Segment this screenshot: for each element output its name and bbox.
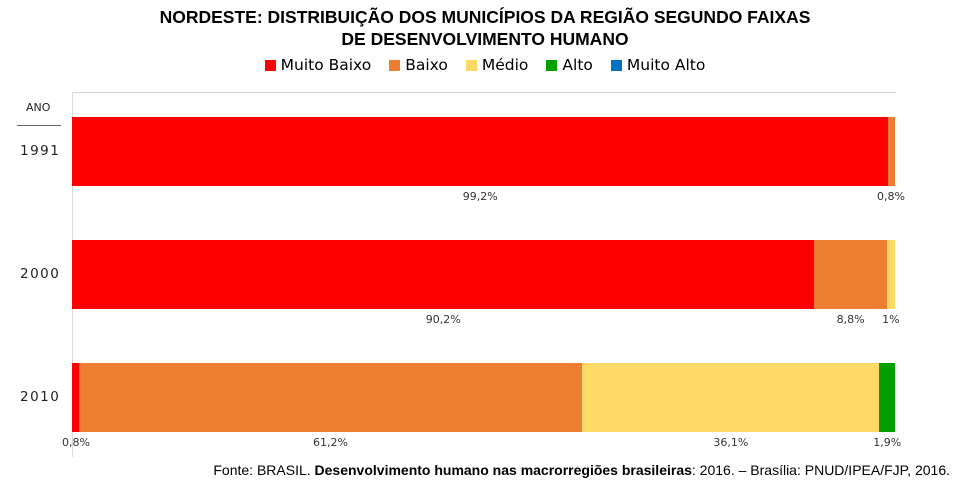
data-label: 99,2%: [462, 190, 498, 203]
bar-2000: [72, 240, 895, 309]
legend-item: Alto: [546, 56, 593, 74]
legend-label: Alto: [562, 56, 593, 74]
bar-segment-baixo: [78, 363, 583, 432]
y-axis-label: ANO: [26, 101, 51, 114]
legend-item: Muito Baixo: [264, 56, 372, 74]
legend-swatch: [546, 59, 558, 71]
data-label: 0,8%: [877, 190, 905, 203]
legend-label: Médio: [481, 56, 529, 74]
bar-1991: [72, 117, 895, 186]
y-axis-label-underline: [17, 125, 61, 126]
data-label: 36,1%: [713, 436, 749, 449]
data-label: 90,2%: [425, 313, 461, 326]
bar-segment-muito-baixo: [72, 117, 889, 186]
data-label: 0,8%: [62, 436, 90, 449]
data-label: 8,8%: [836, 313, 865, 326]
bar-segment-muito-baixo: [72, 363, 79, 432]
legend-swatch: [389, 59, 401, 71]
bar-segment-médio: [582, 363, 880, 432]
legend-label: Baixo: [405, 56, 448, 74]
chart-title-line2: DE DESENVOLVIMENTO HUMANO: [341, 29, 629, 49]
bar-segment-baixo: [814, 240, 887, 309]
bar-segment-alto: [879, 363, 895, 432]
legend-item: Baixo: [389, 56, 448, 74]
source-note: Fonte: BRASIL. Desenvolvimento humano na…: [0, 462, 950, 478]
chart-title-line1: NORDESTE: DISTRIBUIÇÃO DOS MUNICÍPIOS DA…: [159, 7, 811, 27]
legend-item: Médio: [465, 56, 529, 74]
source-prefix: Fonte: BRASIL.: [213, 462, 315, 478]
source-suffix: : 2016. – Brasília: PNUD/IPEA/FJP, 2016.: [691, 462, 950, 478]
legend-swatch: [610, 59, 622, 71]
legend: Muito Baixo Baixo Médio Alto Muito Alto: [0, 56, 970, 74]
bar-segment-muito-baixo: [72, 240, 815, 309]
data-label: 1%: [882, 313, 900, 326]
bar-segment-médio: [886, 240, 895, 309]
y-tick-label: 2010: [20, 389, 61, 405]
legend-label: Muito Baixo: [280, 56, 372, 74]
y-tick-label: 2000: [20, 266, 61, 282]
data-label: 1,9%: [873, 436, 902, 449]
legend-swatch: [264, 59, 276, 71]
legend-label: Muito Alto: [626, 56, 706, 74]
legend-item: Muito Alto: [610, 56, 706, 74]
data-label: 61,2%: [312, 436, 348, 449]
bar-segment-baixo: [888, 117, 895, 186]
bar-2010: [72, 363, 895, 432]
y-tick-label: 1991: [20, 143, 61, 159]
legend-swatch: [465, 59, 477, 71]
source-title: Desenvolvimento humano nas macrorregiões…: [314, 462, 692, 478]
